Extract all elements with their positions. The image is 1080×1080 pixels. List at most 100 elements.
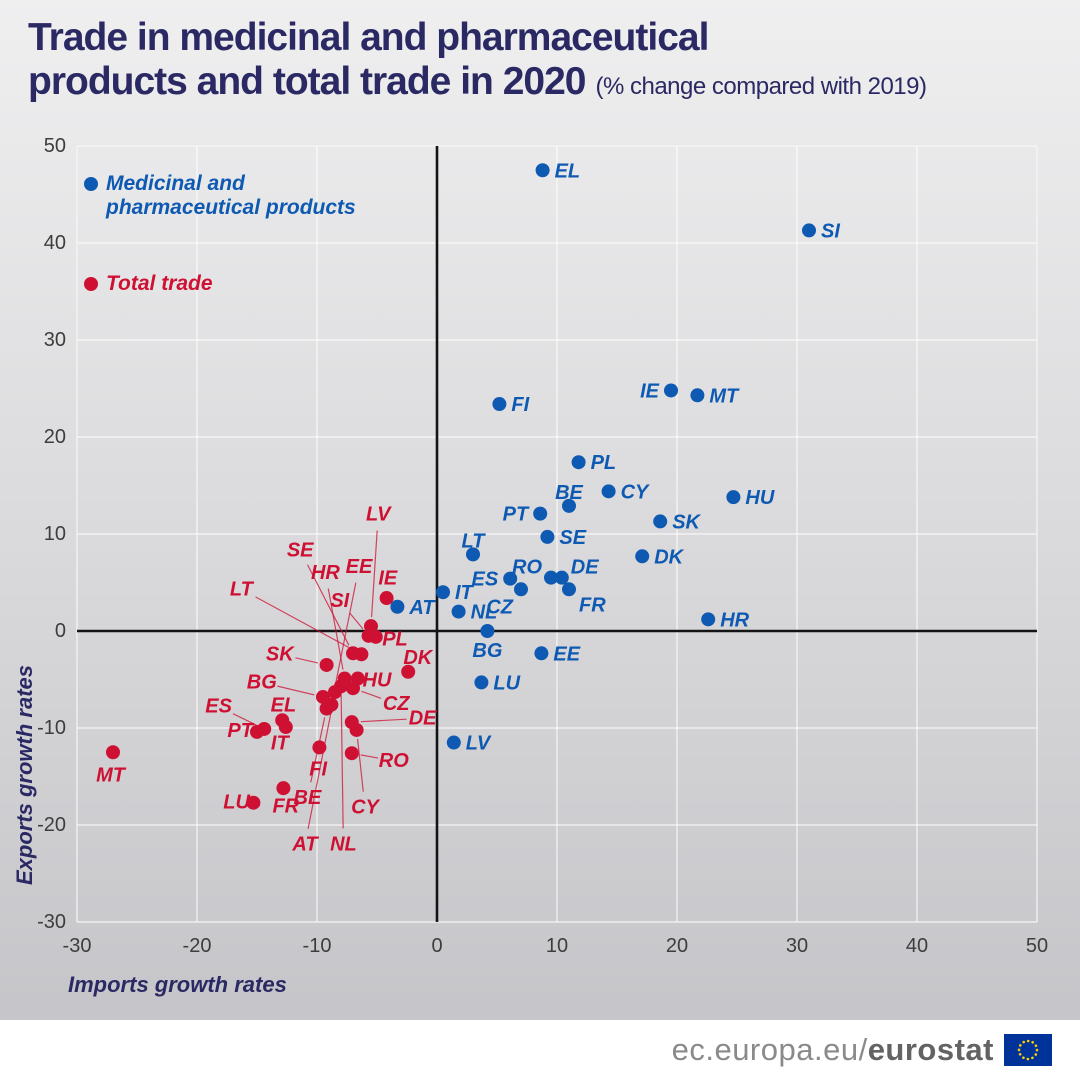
label-pharma-EL: EL bbox=[555, 160, 581, 182]
point-total-DE bbox=[344, 715, 359, 730]
y-tick-label: 40 bbox=[44, 232, 66, 254]
point-pharma-PL bbox=[571, 455, 586, 470]
label-total-LU: LU bbox=[223, 792, 250, 814]
x-tick-label: -20 bbox=[183, 935, 212, 957]
label-total-NL: NL bbox=[330, 833, 357, 855]
point-pharma-SE bbox=[540, 529, 555, 544]
x-tick-label: 50 bbox=[1026, 935, 1048, 957]
label-pharma-BE: BE bbox=[555, 482, 583, 504]
leader-line-total-LV bbox=[370, 530, 378, 618]
label-total-BG: BG bbox=[247, 671, 277, 693]
leader-line-total-AT bbox=[307, 700, 334, 829]
point-pharma-LT bbox=[466, 547, 480, 562]
point-total-MT bbox=[106, 745, 120, 760]
point-pharma-DK bbox=[635, 549, 650, 564]
leader-line-total-RO bbox=[360, 754, 379, 759]
point-pharma-BE bbox=[562, 498, 576, 513]
leader-line-total-NL bbox=[340, 695, 344, 829]
point-total-EL bbox=[275, 713, 290, 728]
label-pharma-EE: EE bbox=[553, 643, 580, 665]
x-tick-label: 0 bbox=[431, 935, 442, 957]
x-tick-label: 30 bbox=[786, 935, 808, 957]
label-total-CY: CY bbox=[351, 797, 380, 819]
label-pharma-HR: HR bbox=[720, 609, 749, 631]
point-total-FR bbox=[276, 781, 291, 796]
label-pharma-CZ: CZ bbox=[486, 596, 513, 618]
point-pharma-RO bbox=[544, 570, 558, 585]
y-tick-label: -20 bbox=[37, 814, 66, 836]
label-pharma-SK: SK bbox=[672, 511, 701, 533]
scatter-chart: -30 -20 -10 0 10 20 30 40 50 -30 -20 -10 0 10 20 30 40 50… bbox=[37, 135, 1048, 957]
y-axis-title: Exports growth rates bbox=[12, 664, 37, 886]
label-total-SE: SE bbox=[287, 539, 314, 561]
point-total-DK bbox=[401, 664, 416, 679]
point-pharma-LU bbox=[474, 675, 489, 690]
eu-flag-icon bbox=[1004, 1034, 1052, 1066]
point-total-RO bbox=[344, 746, 359, 761]
leader-line-total-CY bbox=[356, 738, 364, 792]
leader-line-total-SI bbox=[349, 612, 364, 630]
label-total-LV: LV bbox=[366, 504, 392, 526]
title-line-2: products and total trade in 2020 (% chang… bbox=[28, 59, 927, 103]
point-pharma-ES bbox=[503, 571, 518, 586]
y-tick-label: -10 bbox=[37, 717, 66, 739]
label-total-EL: EL bbox=[271, 695, 297, 717]
point-total-LV bbox=[364, 619, 378, 634]
point-total-IE bbox=[379, 591, 394, 606]
point-pharma-CZ bbox=[514, 582, 528, 597]
leader-line-total-SK bbox=[295, 657, 318, 664]
title-subtitle: (% change compared with 2019) bbox=[595, 72, 927, 100]
label-pharma-RO: RO bbox=[512, 557, 542, 579]
label-pharma-IE: IE bbox=[640, 380, 660, 402]
label-total-HU: HU bbox=[363, 669, 392, 691]
label-pharma-IT: IT bbox=[455, 582, 475, 604]
point-pharma-EE bbox=[534, 646, 549, 661]
y-tick-label: 30 bbox=[44, 329, 66, 351]
title-line-1: Trade in medicinal and pharmaceutical bbox=[28, 16, 709, 59]
point-total-LU bbox=[246, 795, 261, 810]
leader-line-total-ES bbox=[232, 713, 257, 726]
y-tick-label: -30 bbox=[37, 911, 66, 933]
point-pharma-IE bbox=[664, 383, 678, 398]
point-pharma-MT bbox=[690, 388, 705, 403]
label-total-BE: BE bbox=[294, 787, 322, 809]
label-total-FI: FI bbox=[309, 759, 327, 781]
label-pharma-FI: FI bbox=[511, 394, 529, 416]
legend-item-pharma: Medicinal and pharmaceutical products bbox=[84, 172, 374, 220]
label-total-MT: MT bbox=[96, 765, 127, 787]
point-pharma-NL bbox=[451, 604, 466, 619]
point-pharma-IT bbox=[436, 585, 450, 600]
label-pharma-LV: LV bbox=[466, 733, 492, 755]
point-pharma-PT bbox=[533, 506, 548, 521]
label-pharma-FR: FR bbox=[579, 594, 606, 616]
label-total-LT: LT bbox=[230, 578, 255, 600]
chart-legend: Medicinal and pharmaceutical products To… bbox=[84, 172, 374, 296]
point-pharma-FR bbox=[562, 582, 576, 597]
point-total-EE bbox=[324, 697, 339, 712]
point-pharma-DE bbox=[554, 570, 569, 585]
leader-line-total-CZ bbox=[361, 690, 382, 699]
eurostat-link[interactable]: ec.europa.eu/eurostat bbox=[671, 1032, 994, 1067]
label-pharma-LU: LU bbox=[493, 672, 520, 694]
point-total-SE bbox=[346, 646, 360, 661]
pharma-dot-icon bbox=[84, 177, 98, 191]
label-total-RO: RO bbox=[379, 750, 409, 772]
y-tick-label: 20 bbox=[44, 426, 66, 448]
point-total-FI bbox=[312, 740, 327, 755]
point-total-HR bbox=[337, 671, 352, 686]
label-total-CZ: CZ bbox=[383, 693, 410, 715]
point-pharma-SI bbox=[802, 223, 816, 238]
legend-label-pharma: Medicinal and pharmaceutical products bbox=[106, 172, 356, 220]
label-pharma-BG: BG bbox=[472, 640, 502, 662]
total-dot-icon bbox=[84, 277, 98, 292]
page-title: Trade in medicinal and pharmaceutical pr… bbox=[28, 16, 1058, 103]
point-total-PL bbox=[368, 629, 383, 644]
leader-line-total-LT bbox=[255, 596, 354, 651]
point-pharma-EL bbox=[535, 163, 550, 178]
x-tick-label: 20 bbox=[666, 935, 688, 957]
y-tick-label: 10 bbox=[44, 523, 66, 545]
y-tick-label: 50 bbox=[44, 135, 66, 157]
point-total-ES bbox=[257, 721, 272, 736]
label-pharma-ES: ES bbox=[472, 569, 499, 591]
point-pharma-HR bbox=[701, 612, 716, 627]
